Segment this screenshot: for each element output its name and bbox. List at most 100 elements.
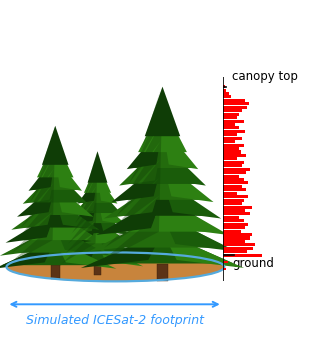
Bar bbox=[223, 233, 252, 236]
Polygon shape bbox=[69, 199, 97, 224]
Polygon shape bbox=[98, 176, 117, 204]
Polygon shape bbox=[98, 221, 135, 245]
Polygon shape bbox=[98, 187, 122, 214]
Polygon shape bbox=[55, 226, 111, 256]
Bar bbox=[157, 264, 168, 281]
Polygon shape bbox=[84, 163, 111, 193]
Bar bbox=[223, 119, 244, 122]
Polygon shape bbox=[98, 210, 130, 235]
Polygon shape bbox=[78, 176, 98, 204]
Bar bbox=[223, 243, 255, 246]
Polygon shape bbox=[105, 195, 220, 232]
Polygon shape bbox=[55, 212, 105, 243]
Polygon shape bbox=[127, 126, 162, 169]
Polygon shape bbox=[81, 232, 162, 268]
Bar bbox=[223, 126, 240, 130]
Polygon shape bbox=[111, 161, 162, 202]
Bar bbox=[223, 85, 225, 88]
Polygon shape bbox=[32, 154, 79, 190]
Bar bbox=[223, 261, 228, 263]
Bar bbox=[223, 102, 249, 105]
Polygon shape bbox=[118, 159, 207, 200]
Bar bbox=[223, 192, 237, 195]
Bar bbox=[223, 230, 241, 233]
Polygon shape bbox=[37, 140, 73, 177]
Bar bbox=[223, 247, 253, 250]
Bar bbox=[223, 216, 240, 219]
Polygon shape bbox=[6, 212, 55, 243]
Bar bbox=[223, 151, 241, 153]
Polygon shape bbox=[69, 209, 126, 233]
Polygon shape bbox=[162, 126, 198, 169]
Text: canopy top: canopy top bbox=[232, 70, 298, 83]
Polygon shape bbox=[7, 226, 103, 253]
Bar bbox=[223, 250, 247, 253]
Polygon shape bbox=[92, 232, 233, 264]
Bar bbox=[223, 174, 240, 177]
Polygon shape bbox=[27, 169, 84, 203]
Polygon shape bbox=[55, 199, 99, 230]
Polygon shape bbox=[52, 244, 98, 266]
Bar bbox=[223, 99, 244, 102]
Polygon shape bbox=[61, 232, 134, 253]
Bar bbox=[223, 195, 248, 198]
Bar bbox=[223, 147, 240, 150]
Bar bbox=[223, 240, 244, 243]
Polygon shape bbox=[56, 233, 98, 256]
Bar bbox=[223, 164, 241, 167]
Polygon shape bbox=[55, 171, 88, 204]
Polygon shape bbox=[98, 199, 126, 224]
Polygon shape bbox=[58, 243, 137, 264]
Polygon shape bbox=[7, 126, 55, 265]
Text: ground: ground bbox=[232, 257, 274, 270]
Ellipse shape bbox=[6, 252, 224, 282]
Bar bbox=[223, 133, 237, 136]
Bar bbox=[223, 88, 227, 91]
Polygon shape bbox=[55, 157, 82, 191]
Polygon shape bbox=[98, 244, 143, 266]
Polygon shape bbox=[125, 141, 200, 184]
Polygon shape bbox=[76, 186, 119, 213]
Polygon shape bbox=[62, 151, 98, 264]
Bar bbox=[223, 205, 252, 208]
Bar bbox=[223, 116, 237, 119]
Bar bbox=[223, 96, 231, 99]
Polygon shape bbox=[55, 185, 94, 217]
Bar bbox=[223, 226, 245, 229]
Polygon shape bbox=[88, 215, 162, 252]
Polygon shape bbox=[119, 143, 162, 186]
Polygon shape bbox=[138, 105, 187, 152]
Text: Simulated ICESat-2 footprint: Simulated ICESat-2 footprint bbox=[26, 314, 203, 327]
Bar bbox=[223, 113, 240, 116]
Polygon shape bbox=[80, 174, 115, 203]
Bar bbox=[223, 161, 244, 164]
Bar bbox=[223, 268, 226, 270]
Polygon shape bbox=[111, 177, 214, 216]
Polygon shape bbox=[60, 221, 98, 245]
Polygon shape bbox=[29, 157, 55, 191]
Polygon shape bbox=[0, 241, 55, 269]
Polygon shape bbox=[162, 197, 229, 235]
Bar bbox=[223, 168, 250, 171]
Bar bbox=[223, 92, 229, 95]
Bar bbox=[223, 143, 244, 147]
Polygon shape bbox=[22, 183, 88, 215]
Polygon shape bbox=[98, 233, 139, 256]
Polygon shape bbox=[88, 151, 107, 183]
Polygon shape bbox=[162, 232, 244, 268]
Polygon shape bbox=[17, 185, 55, 217]
Polygon shape bbox=[11, 199, 55, 230]
Bar bbox=[223, 212, 250, 216]
Polygon shape bbox=[162, 143, 206, 186]
Polygon shape bbox=[98, 214, 227, 248]
Polygon shape bbox=[131, 123, 194, 168]
Polygon shape bbox=[65, 220, 130, 243]
Bar bbox=[223, 137, 241, 140]
Bar bbox=[223, 223, 248, 226]
Polygon shape bbox=[65, 210, 98, 235]
Bar bbox=[223, 182, 248, 185]
Polygon shape bbox=[17, 197, 94, 227]
Bar bbox=[94, 264, 101, 275]
Bar bbox=[223, 106, 247, 109]
Bar bbox=[223, 202, 241, 205]
